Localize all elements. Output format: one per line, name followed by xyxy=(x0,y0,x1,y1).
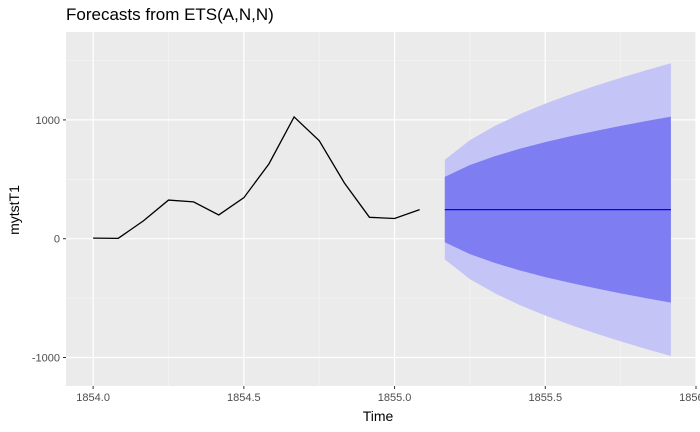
history-line xyxy=(93,115,420,239)
x-axis: 1854.0 1854.5 1855.0 1855.5 1856.0 xyxy=(76,386,700,404)
x-axis-title: Time xyxy=(363,408,394,424)
x-tick-label: 1856.0 xyxy=(679,392,700,404)
x-tick-label: 1855.0 xyxy=(378,392,412,404)
chart-title: Forecasts from ETS(A,N,N) xyxy=(66,5,274,24)
y-tick-label: 1000 xyxy=(36,115,60,127)
x-tick-label: 1854.5 xyxy=(227,392,261,404)
y-axis: -1000 0 1000 xyxy=(32,115,66,364)
y-tick-label: -1000 xyxy=(32,352,60,364)
y-axis-title: mytstT1 xyxy=(6,185,22,235)
y-tick-label: 0 xyxy=(54,234,60,246)
x-tick-label: 1855.5 xyxy=(528,392,562,404)
x-tick-label: 1854.0 xyxy=(76,392,110,404)
data-marks xyxy=(93,63,671,356)
